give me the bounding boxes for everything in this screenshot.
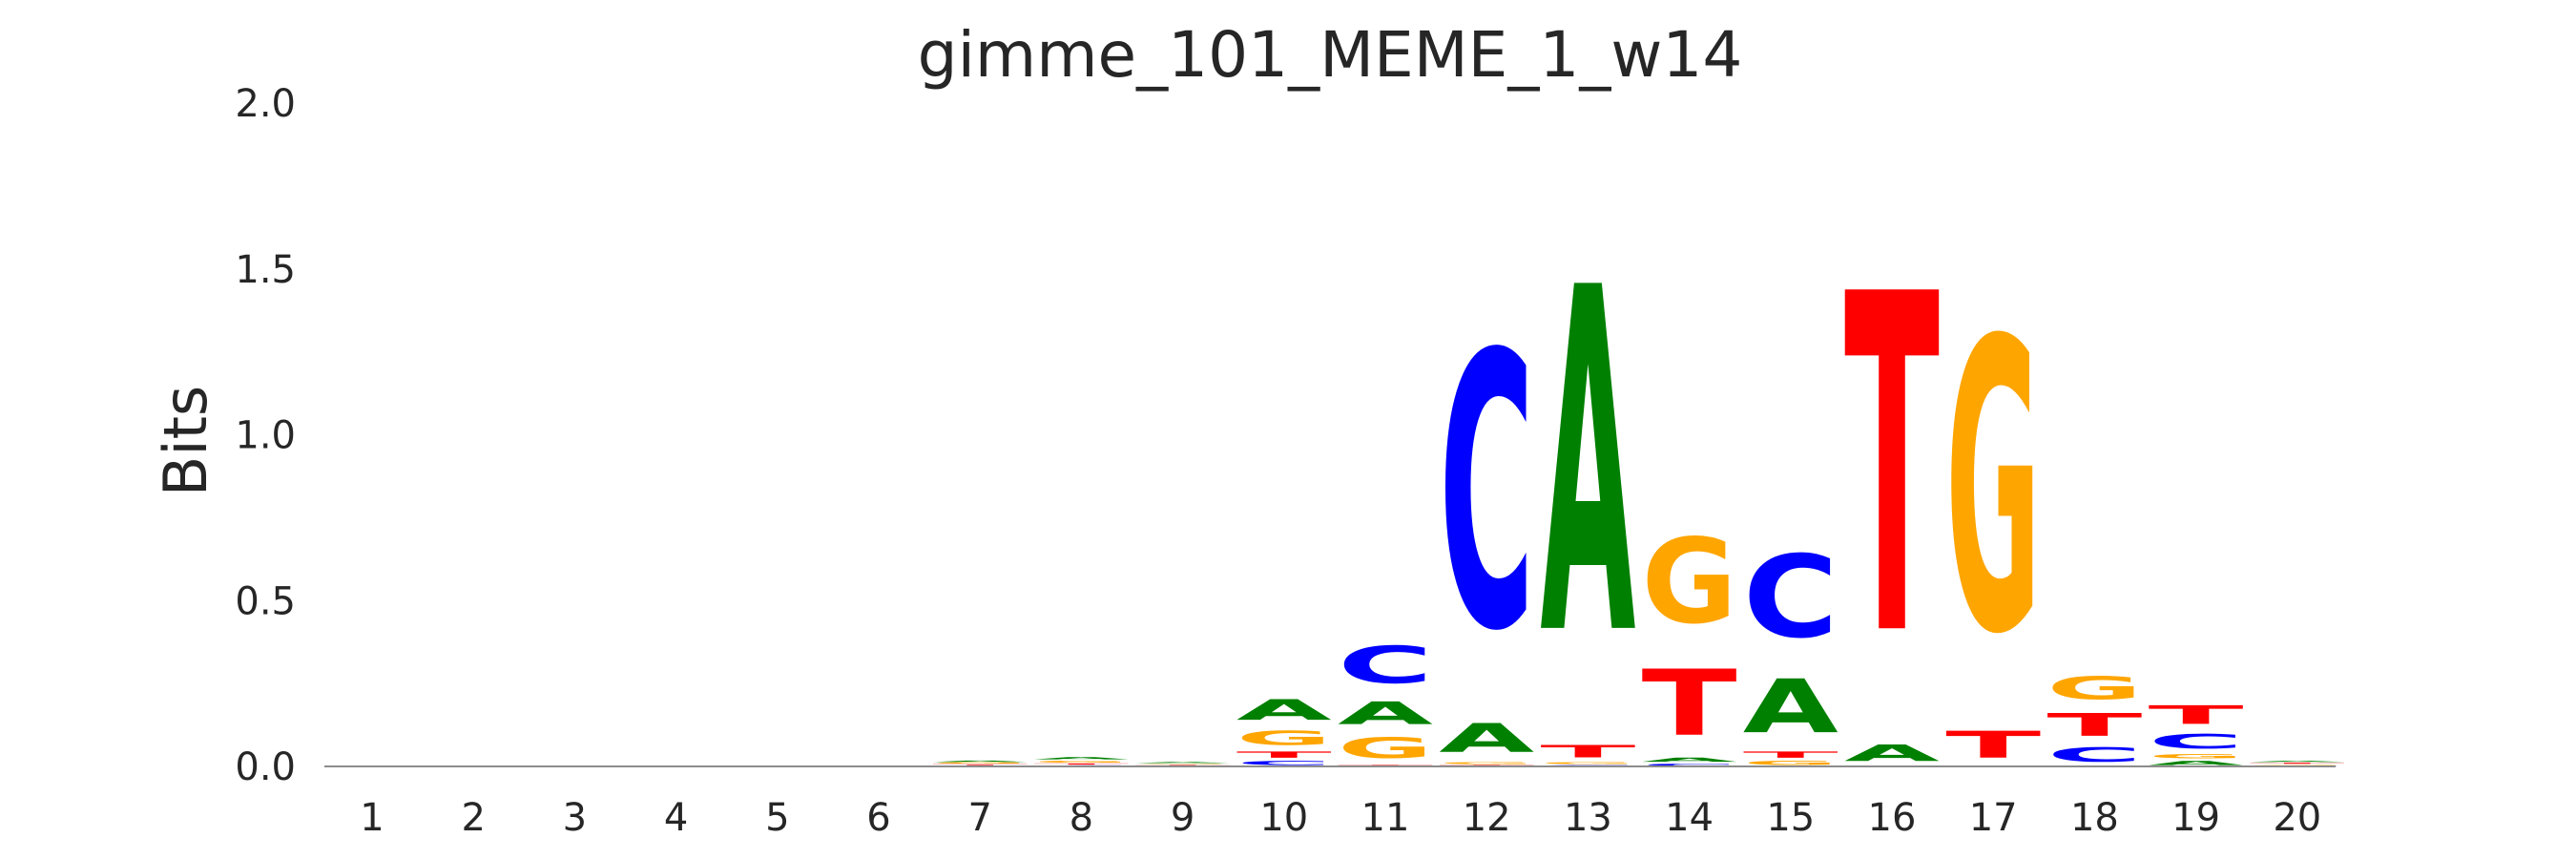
y-tick-label: 1.5: [235, 248, 296, 292]
x-tick-label: 4: [664, 796, 688, 840]
letter-T-pos-17: T: [1945, 723, 2041, 766]
letter-T-pos-18: T: [2046, 707, 2142, 744]
y-axis-ticks: 0.0 0.5 1.0 1.5 2.0: [235, 82, 296, 789]
x-tick-label: 1: [360, 796, 384, 840]
x-tick-label: 11: [1361, 796, 1410, 840]
letter-T-pos-8: T: [1033, 764, 1129, 765]
letter-C-pos-18: C: [2046, 744, 2142, 766]
letter-C-pos-12: C: [1439, 275, 1534, 714]
y-tick-label: 2.0: [235, 82, 296, 126]
letter-C-pos-15: C: [1743, 532, 1839, 663]
letter-G-pos-8: G: [1033, 760, 1129, 763]
letter-T-pos-16: T: [1844, 197, 1941, 738]
y-tick-label: 0.0: [235, 745, 296, 789]
x-tick-label: 15: [1766, 796, 1815, 840]
letter-A-pos-16: A: [1844, 740, 1940, 766]
x-tick-label: 2: [461, 796, 485, 840]
letter-G-pos-11: G: [1338, 732, 1433, 765]
x-tick-label: 19: [2171, 796, 2220, 840]
x-tick-label: 20: [2273, 796, 2321, 840]
letter-A-pos-15: A: [1743, 664, 1839, 750]
letter-G-pos-15: G: [1743, 760, 1839, 766]
y-axis-label: Bits: [151, 386, 220, 496]
letter-A-pos-13: A: [1540, 190, 1636, 740]
letter-A-pos-8: A: [1033, 757, 1129, 761]
letter-A-pos-14: A: [1642, 757, 1737, 764]
letter-G-pos-17: G: [1945, 257, 2041, 722]
letter-C-pos-10: C: [1236, 760, 1332, 766]
x-axis-ticks: 1 2 3 4 5 6 7 8 9 10 11 12 13 14 15 16 17 18 19 20: [360, 796, 2321, 840]
letter-G-pos-19: G: [2149, 753, 2244, 760]
x-tick-label: 3: [563, 796, 587, 840]
x-tick-label: 13: [1564, 796, 1612, 840]
letter-G-pos-10: G: [1236, 726, 1332, 749]
x-tick-label: 16: [1868, 796, 1917, 840]
letter-G-pos-7: G: [932, 763, 1028, 765]
x-tick-label: 18: [2070, 796, 2119, 840]
letter-T-pos-10: T: [1236, 750, 1332, 760]
letter-A-pos-7: A: [932, 760, 1028, 762]
letter-C-pos-19: C: [2149, 730, 2244, 753]
letter-T-pos-19: T: [2149, 700, 2244, 729]
letter-T-pos-15: T: [1743, 750, 1839, 760]
letter-G-pos-14: G: [1642, 514, 1737, 650]
letter-A-pos-11: A: [1338, 696, 1433, 732]
letter-stacks: CTGACTGACTGACTGATGACTGACCGTACATGGTACATTG…: [932, 190, 2345, 766]
letter-C-pos-11: C: [1338, 636, 1433, 695]
letter-G-pos-18: G: [2046, 671, 2142, 707]
x-tick-label: 8: [1070, 796, 1093, 840]
letter-G-pos-12: G: [1439, 762, 1534, 765]
letter-T-pos-13: T: [1540, 742, 1635, 762]
letter-A-pos-20: A: [2250, 761, 2345, 763]
letter-A-pos-12: A: [1439, 715, 1534, 762]
x-tick-label: 7: [967, 796, 991, 840]
x-tick-label: 5: [765, 796, 789, 840]
x-tick-label: 10: [1259, 796, 1308, 840]
x-tick-label: 9: [1171, 796, 1195, 840]
letter-A-pos-10: A: [1236, 694, 1333, 727]
x-tick-label: 6: [866, 796, 890, 840]
chart-title: gimme_101_MEME_1_w14: [918, 18, 1743, 92]
letter-A-pos-9: A: [1135, 762, 1231, 764]
letter-G-pos-13: G: [1540, 762, 1635, 765]
letter-T-pos-20: T: [2250, 763, 2345, 765]
letter-T-pos-14: T: [1642, 651, 1737, 757]
x-tick-label: 12: [1463, 796, 1511, 840]
x-tick-label: 14: [1665, 796, 1714, 840]
x-tick-label: 17: [1969, 796, 2018, 840]
letter-G-pos-9: G: [1135, 764, 1231, 765]
letter-A-pos-19: A: [2149, 760, 2244, 766]
y-tick-label: 1.0: [235, 414, 296, 458]
letter-C-pos-14: C: [1642, 764, 1737, 766]
y-tick-label: 0.5: [235, 579, 296, 623]
